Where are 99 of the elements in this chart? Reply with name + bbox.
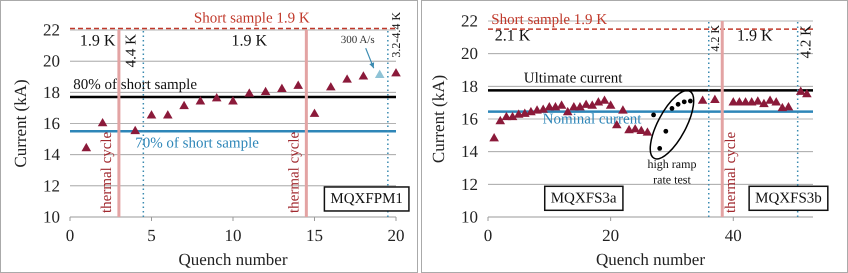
point	[636, 126, 646, 134]
y-tick-label: 20	[461, 44, 478, 64]
point	[600, 95, 610, 104]
y-tick-label: 18	[43, 82, 60, 102]
point	[594, 97, 604, 106]
y-tick-label: 12	[43, 176, 60, 196]
point	[495, 116, 506, 124]
point	[698, 95, 708, 104]
point	[670, 106, 674, 111]
point	[179, 100, 189, 110]
ref-line-label: thermal cycle	[723, 131, 740, 213]
x-tick-label: 10	[224, 226, 242, 245]
y-tick-label: 16	[461, 109, 478, 128]
point	[310, 108, 320, 117]
ref-line-label: thermal cycle	[98, 131, 115, 213]
x-tick-label: 40	[724, 226, 742, 245]
y-tick-label: 22	[461, 11, 478, 30]
y-tick-label: 16	[43, 114, 60, 133]
y-tick-label: 12	[461, 174, 478, 194]
y-tick-label: 14	[43, 145, 60, 164]
point	[796, 86, 806, 95]
ref-line-label: thermal cycle	[286, 131, 302, 213]
annotation: 1.9 K	[736, 28, 773, 45]
y-tick-label: 10	[43, 207, 60, 226]
point	[358, 71, 368, 80]
annotation: 1.9 K	[80, 32, 116, 50]
point	[765, 95, 775, 104]
ref-line-label: Ultimate current	[524, 70, 624, 86]
x-tick-label: 0	[66, 226, 74, 245]
x-tick-label: 15	[306, 226, 323, 245]
annotation: MQXFS3a	[550, 190, 617, 206]
point	[374, 70, 385, 78]
point	[682, 99, 687, 104]
point	[489, 133, 499, 142]
x-tick-label: 20	[388, 226, 404, 245]
point	[146, 110, 156, 118]
point	[228, 96, 238, 104]
y-tick-label: 10	[461, 207, 478, 226]
point	[130, 126, 140, 134]
ref-line-label: 70% of short sample	[135, 135, 260, 152]
ref-line-label: 4.2 K	[798, 24, 815, 58]
point	[212, 93, 222, 102]
point	[587, 100, 598, 109]
point	[676, 102, 680, 107]
ref-line-label: 80% of short sample	[73, 77, 198, 94]
point	[244, 88, 254, 97]
ref-line-label: Short sample 1.9 K	[491, 12, 608, 28]
point	[642, 127, 652, 136]
point	[98, 118, 108, 126]
point	[550, 102, 560, 110]
annotation: MQXFS3b	[755, 190, 822, 206]
point	[657, 146, 662, 151]
point	[710, 94, 720, 103]
point	[277, 84, 287, 92]
annotation: 2.1 K	[494, 28, 531, 45]
point	[538, 104, 548, 113]
annotation: 1.9 K	[232, 32, 268, 50]
point	[556, 100, 566, 109]
point	[688, 98, 693, 104]
point	[784, 102, 794, 110]
y-axis-title: Current (kA)	[11, 79, 30, 168]
point	[630, 124, 640, 132]
y-tick-label: 18	[461, 76, 478, 96]
point	[575, 102, 585, 110]
point	[753, 96, 763, 105]
point	[326, 82, 336, 90]
point	[81, 142, 92, 152]
x-tick-label: 5	[147, 226, 156, 245]
point	[391, 68, 401, 76]
ref-line-label: Short sample 1.9 K	[194, 10, 310, 26]
ref-line-label: 4.4 K	[123, 34, 140, 68]
point	[606, 100, 616, 109]
point	[759, 98, 769, 108]
point	[663, 128, 668, 134]
x-axis-title: Quench number	[178, 250, 288, 269]
point	[293, 80, 304, 89]
ref-line-label: 3.2-4.4 K	[388, 12, 403, 58]
point	[651, 112, 656, 118]
point	[196, 96, 206, 104]
ref-line-label: 4.2 K	[708, 24, 722, 52]
y-tick-label: 22	[43, 20, 60, 40]
annotation: MQXFPM1	[330, 190, 403, 207]
point	[342, 74, 352, 83]
point	[802, 88, 812, 98]
annotation: high ramp rate test	[647, 157, 696, 187]
x-tick-label: 20	[602, 226, 620, 245]
point	[581, 100, 591, 108]
point	[260, 86, 270, 96]
ref-line-label: Nominal current	[542, 112, 642, 128]
point	[618, 105, 628, 114]
point	[162, 110, 173, 118]
point	[508, 112, 518, 120]
y-axis-title: Current (kA)	[429, 74, 448, 164]
y-tick-label: 20	[43, 52, 60, 71]
y-tick-label: 14	[461, 142, 478, 162]
x-tick-label: 0	[484, 226, 492, 245]
x-axis-title: Quench number	[596, 250, 706, 269]
annotation: 300 A/s	[340, 34, 375, 46]
point	[771, 97, 782, 106]
